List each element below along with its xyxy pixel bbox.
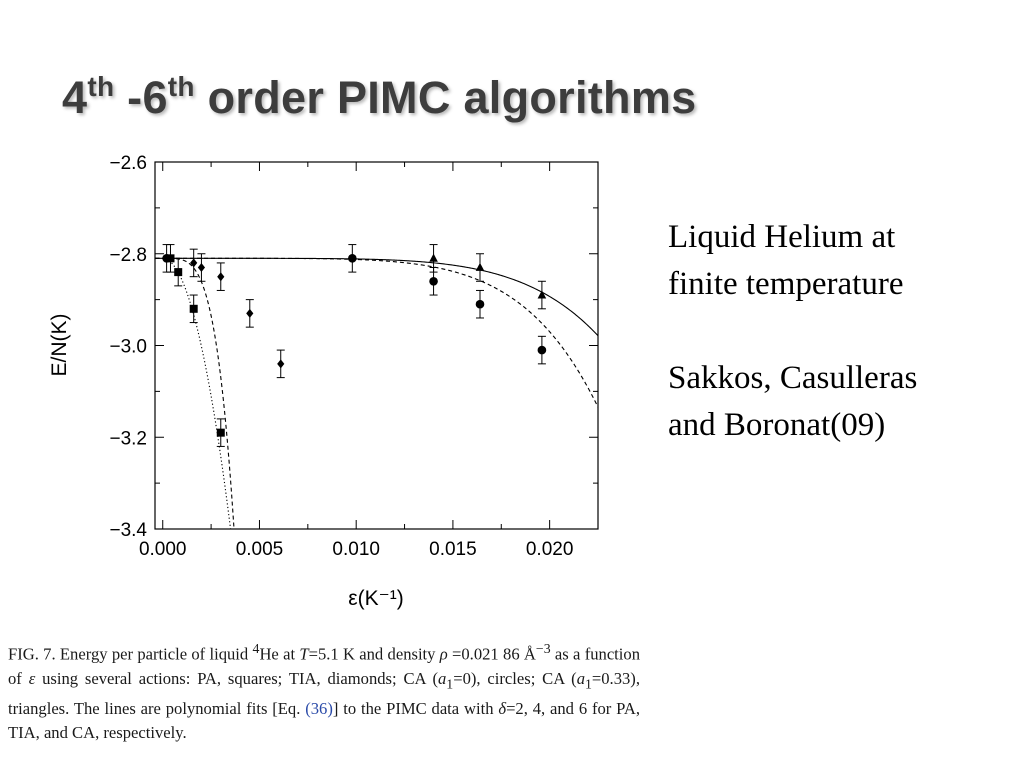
caption-text-10: =2, 4, and 6 for PA, TIA, and CA, respec… [8,698,640,743]
title-number-6: -6 [114,72,168,123]
title-superscript-th-2: th [167,71,195,102]
y-tick-label: −3.4 [109,520,147,541]
diamond-marker [217,272,225,282]
x-tick-label: 0.010 [332,539,380,560]
data-point-square [216,418,225,447]
caption-text-1: FIG. 7. Energy per particle of liquid [8,644,253,664]
caption-symbol-a: a [438,669,447,689]
slide-title: 4th -6th order PIMC algorithms [62,68,696,128]
data-point-circle [475,289,485,319]
caption-text-7: =0), circles; CA ( [453,669,577,689]
circle-marker [162,254,171,263]
data-point-diamond [276,349,285,379]
fit-curve-dotted [155,257,232,529]
square-marker [174,268,183,277]
x-tick-labels: 0.000 0.005 0.010 0.015 0.020 [139,539,573,560]
side-text-gap [668,308,917,355]
side-line-2: finite temperature [668,266,904,302]
y-tick-labels: −2.6 −2.8 −3.0 −3.2 −3.4 [109,153,147,541]
triangle-marker [475,262,485,271]
title-superscript-th: th [87,71,115,102]
fit-curve-solid [155,257,598,337]
data-point-circle [162,244,171,273]
side-line-3: Sakkos, Casulleras [668,360,918,396]
data-points [162,244,547,447]
figure-caption: FIG. 7. Energy per particle of liquid 4H… [8,637,640,746]
data-point-square [174,257,183,287]
caption-sup-exponent: −3 [535,641,551,656]
y-tick-label: −2.8 [109,245,147,266]
diamond-marker [277,359,285,369]
caption-text-2: He at [259,644,300,664]
diamond-marker [246,308,254,318]
data-point-diamond [216,262,225,291]
fit-curves [155,257,598,529]
caption-sub-1-2: 1 [584,676,592,692]
data-point-diamond [189,248,198,278]
data-point-triangle [429,244,438,273]
data-point-circle [348,244,357,273]
circle-marker [475,299,485,309]
data-point-triangle [475,253,485,282]
side-line-4: and Boronat(09) [668,407,886,443]
caption-sub-1: 1 [446,676,454,692]
x-axis-label: ε(K⁻¹) [348,587,403,610]
caption-symbol-delta: δ [498,698,507,718]
caption-text-3: =5.1 K and density [308,644,440,664]
circle-marker [429,276,438,286]
x-tick-label: 0.020 [526,539,574,560]
x-tick-label: 0.015 [429,539,477,560]
data-point-diamond [245,299,254,328]
circle-marker [537,345,547,355]
y-axis-label: E/N(K) [48,314,71,377]
triangle-marker [537,290,547,299]
caption-equation-link[interactable]: (36) [305,698,333,718]
y-tick-label: −3.2 [109,428,147,449]
caption-sup-mass: 4 [252,641,260,656]
data-point-triangle [537,280,547,310]
x-tick-label: 0.000 [139,539,187,560]
square-marker [216,428,225,437]
caption-symbol-rho: ρ [439,644,448,664]
data-point-circle [537,335,547,365]
circle-marker [348,254,357,263]
x-tick-label: 0.005 [236,539,284,560]
caption-symbol-epsilon: ε [28,669,36,689]
title-text: order PIMC algorithms [194,72,697,123]
title-number-4: 4 [62,72,88,123]
side-line-1: Liquid Helium at [668,219,896,255]
caption-text-4: =0.021 86 Å [447,644,536,664]
plot-frame [154,161,599,530]
diamond-marker [197,263,206,273]
data-point-diamond [197,253,206,282]
caption-symbol-t: T [299,644,309,664]
energy-chart: 0.000 0.005 0.010 0.015 0.020 −2.6 −2.8 −3.0 −3… [48,153,599,610]
data-point-square [189,294,198,324]
fit-curve-dashed [155,257,235,529]
triangle-marker [429,253,438,262]
square-marker [189,304,198,313]
caption-text-8: =0.33), triangles. The lines are polynom… [8,669,640,718]
y-tick-label: −3.0 [109,337,147,358]
side-text: Liquid Helium at finite temperature Sakk… [668,214,917,449]
caption-text-6: using several actions: PA, squares; TIA,… [35,669,438,689]
caption-symbol-a-2: a [576,669,585,689]
caption-text-5: as a function of [8,644,641,689]
diamond-marker [190,258,198,268]
tick-marks [155,161,598,530]
caption-text-9: ] to the PIMC data with [332,698,499,718]
y-tick-label: −2.6 [109,153,147,174]
